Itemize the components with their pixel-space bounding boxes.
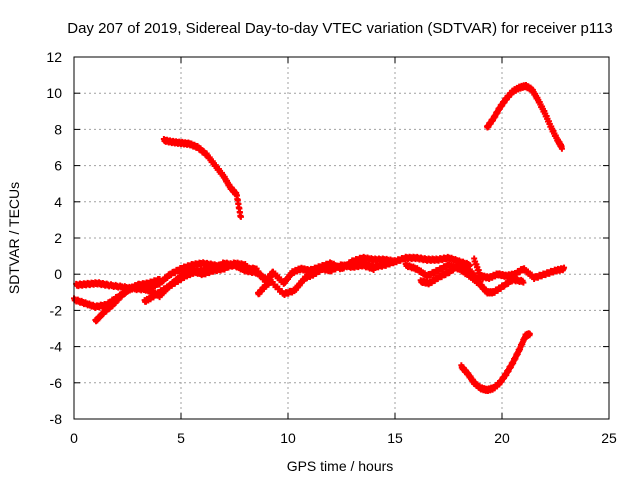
y-tick-label: 0 [54,266,62,282]
tick-labels: 0 5 10 15 20 25 -8 -6 -4 -2 0 2 4 6 8 10 12 [46,49,617,446]
x-tick-label: 15 [387,430,403,446]
x-tick-label: 25 [601,430,617,446]
data-point [526,330,533,337]
y-tick-label: 6 [54,158,62,174]
y-tick-label: 4 [54,194,62,210]
y-tick-label: 8 [54,121,62,137]
y-tick-label: 10 [46,85,62,101]
data-point [558,145,565,152]
series-track-13 [484,82,565,152]
x-tick-label: 5 [177,430,185,446]
series-track-7 [255,261,377,299]
series-track-10 [417,261,484,288]
y-tick-label: -8 [50,411,63,427]
x-tick-label: 20 [494,430,510,446]
data-points [71,82,568,394]
data-point [237,213,244,220]
x-axis-title: GPS time / hours [287,458,394,474]
series-track-8 [349,253,473,270]
data-point [370,266,377,273]
x-tick-label: 0 [70,430,78,446]
grid-lines [74,57,609,419]
x-tick-label: 10 [280,430,296,446]
series-track-3 [92,259,249,325]
series-track-12 [458,330,533,394]
y-tick-label: -6 [50,375,63,391]
y-tick-label: -2 [50,302,63,318]
y-axis-title: SDTVAR / TECUs [6,182,22,294]
data-point [477,278,484,285]
chart-title: Day 207 of 2019, Sidereal Day-to-day VTE… [67,20,613,37]
data-point [520,279,527,286]
y-tick-label: -4 [50,339,63,355]
y-tick-label: 12 [46,49,62,65]
y-tick-label: 2 [54,230,62,246]
series-track-5 [160,136,244,220]
data-point [561,264,568,271]
plot-frame [73,56,610,420]
series-track-11 [471,255,568,283]
